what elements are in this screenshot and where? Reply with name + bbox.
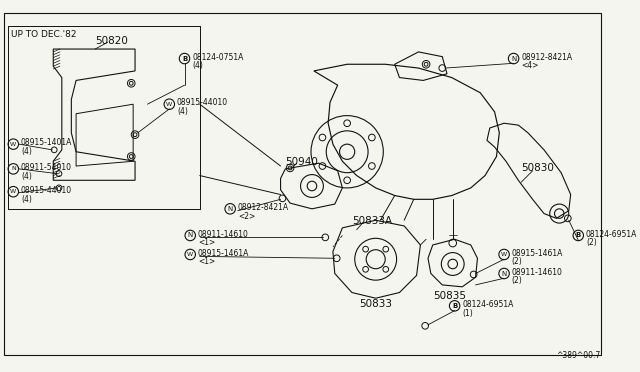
Text: (4): (4): [177, 107, 188, 116]
Text: 50835: 50835: [433, 291, 466, 301]
Text: ^389^00.7: ^389^00.7: [556, 352, 601, 360]
Text: 08912-8421A: 08912-8421A: [238, 203, 289, 212]
Text: (2): (2): [512, 257, 522, 266]
Text: B: B: [575, 232, 581, 238]
Text: N: N: [502, 270, 507, 276]
Text: <1>: <1>: [198, 257, 215, 266]
Text: (4): (4): [21, 172, 32, 181]
Text: 08124-6951A: 08124-6951A: [586, 230, 637, 239]
Text: B: B: [182, 55, 187, 61]
Text: (1): (1): [462, 309, 473, 318]
Text: 08915-44010: 08915-44010: [177, 99, 228, 108]
Text: 08911-14610: 08911-14610: [198, 230, 249, 239]
Text: 08911-14610: 08911-14610: [512, 268, 563, 277]
Text: (2): (2): [512, 276, 522, 285]
Text: (4): (4): [21, 195, 32, 203]
Text: (2): (2): [586, 238, 596, 247]
Text: W: W: [10, 142, 17, 147]
Text: (4): (4): [21, 147, 32, 156]
Text: (4): (4): [192, 61, 203, 70]
Text: 08915-1461A: 08915-1461A: [512, 249, 563, 258]
Text: W: W: [187, 252, 193, 257]
Text: 50833: 50833: [360, 299, 392, 309]
Text: <4>: <4>: [521, 61, 539, 70]
Text: 08124-0751A: 08124-0751A: [192, 53, 243, 62]
Text: W: W: [501, 252, 507, 257]
Text: B: B: [452, 303, 457, 309]
Text: 08915-44010: 08915-44010: [21, 186, 72, 195]
Text: 08124-6951A: 08124-6951A: [462, 300, 514, 309]
Text: N: N: [188, 232, 193, 238]
Text: 08915-1461A: 08915-1461A: [198, 249, 249, 258]
Text: <1>: <1>: [198, 238, 215, 247]
Text: W: W: [10, 189, 17, 194]
Text: 08912-8421A: 08912-8421A: [521, 53, 572, 62]
Text: 50820: 50820: [95, 36, 128, 46]
Text: 08915-1401A: 08915-1401A: [21, 138, 72, 147]
Text: 08911-54010: 08911-54010: [21, 163, 72, 172]
Text: UP TO DEC.'82: UP TO DEC.'82: [12, 30, 77, 39]
Text: N: N: [11, 166, 16, 171]
Text: W: W: [166, 102, 172, 107]
Text: 50833A: 50833A: [352, 217, 392, 227]
Text: N: N: [228, 206, 233, 212]
Text: N: N: [511, 55, 516, 61]
Text: <2>: <2>: [238, 212, 255, 221]
Text: 50940: 50940: [285, 157, 318, 167]
Text: 50830: 50830: [521, 163, 554, 173]
